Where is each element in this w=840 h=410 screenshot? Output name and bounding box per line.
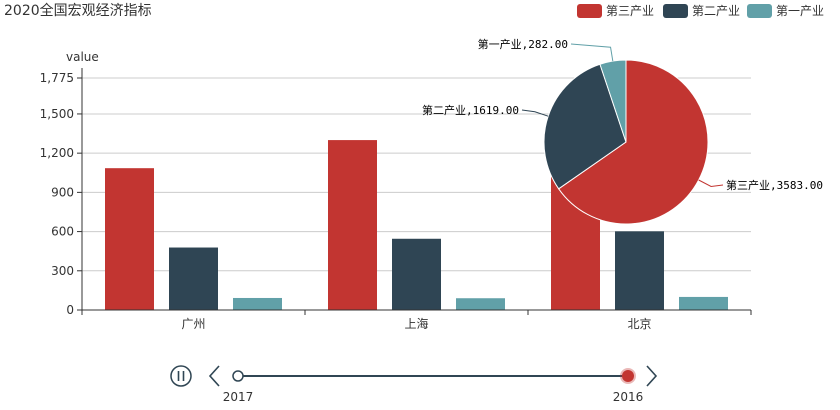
pie-label-line — [521, 109, 549, 117]
pie-label: 第二产业,1619.00 — [422, 103, 519, 117]
bar-tertiary[interactable] — [105, 168, 154, 310]
legend-swatch[interactable] — [747, 4, 772, 18]
pie-chart: 第三产业,3583.00 第二产业,1619.00 第一产业,282.00 — [422, 37, 823, 225]
bar-secondary[interactable] — [392, 238, 441, 310]
legend-label[interactable]: 第三产业 — [606, 4, 654, 18]
x-axis: 广州 上海 北京 — [81, 309, 752, 331]
chevron-right-icon[interactable] — [646, 365, 658, 387]
pie-label: 第一产业,282.00 — [478, 37, 568, 51]
y-tick-label: 1,200 — [40, 146, 74, 160]
bar-secondary[interactable] — [615, 231, 664, 310]
y-tick-label: 1,775 — [40, 71, 74, 85]
y-tick-label: 600 — [51, 225, 74, 239]
chart-title: 2020全国宏观经济指标 — [4, 2, 152, 19]
pie-label-line — [570, 43, 614, 62]
pause-icon[interactable] — [170, 365, 192, 387]
pie-slice[interactable] — [557, 59, 709, 225]
timeline-label[interactable]: 2017 — [223, 390, 254, 404]
legend-swatch[interactable] — [577, 4, 602, 18]
timeline-label[interactable]: 2016 — [613, 390, 644, 404]
y-axis-label: value — [66, 50, 99, 64]
legend-label[interactable]: 第一产业 — [776, 4, 824, 18]
x-tick-label: 广州 — [181, 317, 205, 331]
bar-primary[interactable] — [233, 297, 282, 310]
bar-primary[interactable] — [456, 298, 505, 310]
y-tick-label: 1,500 — [40, 107, 74, 121]
x-tick-label: 上海 — [404, 316, 428, 331]
pie-label: 第三产业,3583.00 — [726, 178, 823, 192]
x-tick-label: 北京 — [627, 317, 651, 331]
pie-slice[interactable] — [599, 59, 627, 143]
bar-secondary[interactable] — [169, 247, 218, 310]
y-tick-label: 300 — [51, 264, 74, 278]
timeline: 2017 2016 — [170, 365, 658, 404]
timeline-current-point[interactable] — [622, 370, 634, 382]
legend-label[interactable]: 第二产业 — [692, 4, 740, 18]
bar-tertiary[interactable] — [328, 140, 377, 310]
y-axis: 0 300 600 900 1,200 1,500 1,775 — [40, 68, 83, 317]
y-tick-label: 900 — [51, 185, 74, 199]
pie-label-line — [698, 179, 724, 187]
bars — [105, 140, 728, 310]
timeline-point[interactable] — [232, 370, 244, 382]
pie-slice[interactable] — [543, 63, 627, 190]
bar-primary[interactable] — [679, 296, 728, 310]
y-tick-label: 0 — [66, 303, 74, 317]
chevron-left-icon[interactable] — [208, 365, 220, 387]
legend: 第三产业 第二产业 第一产业 — [577, 4, 824, 18]
legend-swatch[interactable] — [663, 4, 688, 18]
